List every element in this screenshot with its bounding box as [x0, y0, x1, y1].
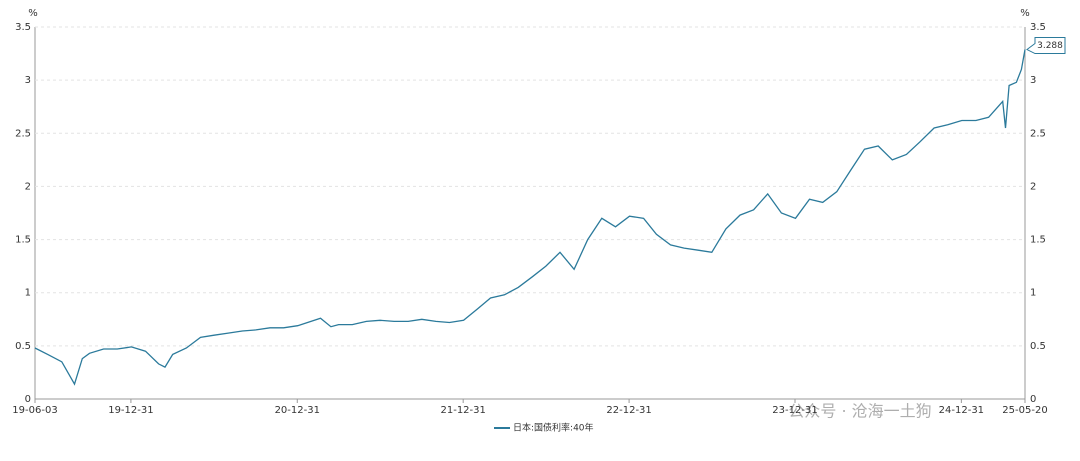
watermark: 公众号 · 沧海一土狗	[788, 402, 931, 421]
y-tick-label: 3	[25, 75, 31, 86]
y2-tick-label: 2	[1030, 181, 1036, 192]
x-tick-label: 21-12-31	[440, 405, 485, 416]
y-tick-label: 1	[25, 288, 31, 299]
y2-tick-label: 3	[1030, 75, 1036, 86]
x-tick-label: 22-12-31	[606, 405, 651, 416]
y2-tick-label: 1	[1030, 288, 1036, 299]
line	[34, 49, 1026, 386]
x-tick-label: 19-12-31	[108, 405, 153, 416]
x-tick-label: 24-12-31	[939, 405, 984, 416]
y2-tick-label: 0.5	[1030, 341, 1046, 352]
x-tick-label: 19-06-03	[12, 405, 57, 416]
y2-tick-label: 0	[1030, 394, 1036, 405]
y-tick-label: 0.5	[15, 341, 31, 352]
y-tick-label: 2	[25, 181, 31, 192]
callout-box	[1026, 37, 1066, 55]
y-tick-label: 2.5	[15, 128, 31, 139]
y-tick-label: 1.5	[15, 235, 31, 246]
value-label: 3.288	[1037, 41, 1063, 51]
y2-tick-label: 2.5	[1030, 128, 1046, 139]
legend-label: 日本:国债利率:40年	[513, 422, 594, 434]
y-tick-label: 0	[25, 394, 31, 405]
x-tick-label: 23-12-31	[772, 405, 817, 416]
y-tick-label: 3.5	[15, 22, 31, 33]
y2-tick-label: 1.5	[1030, 235, 1046, 246]
y-unit-right: %	[1020, 8, 1030, 19]
y-unit-left: %	[28, 8, 38, 19]
x-tick-label: 25-05-20	[1002, 405, 1047, 416]
y2-tick-label: 3.5	[1030, 22, 1046, 33]
x-tick-label: 20-12-31	[275, 405, 320, 416]
